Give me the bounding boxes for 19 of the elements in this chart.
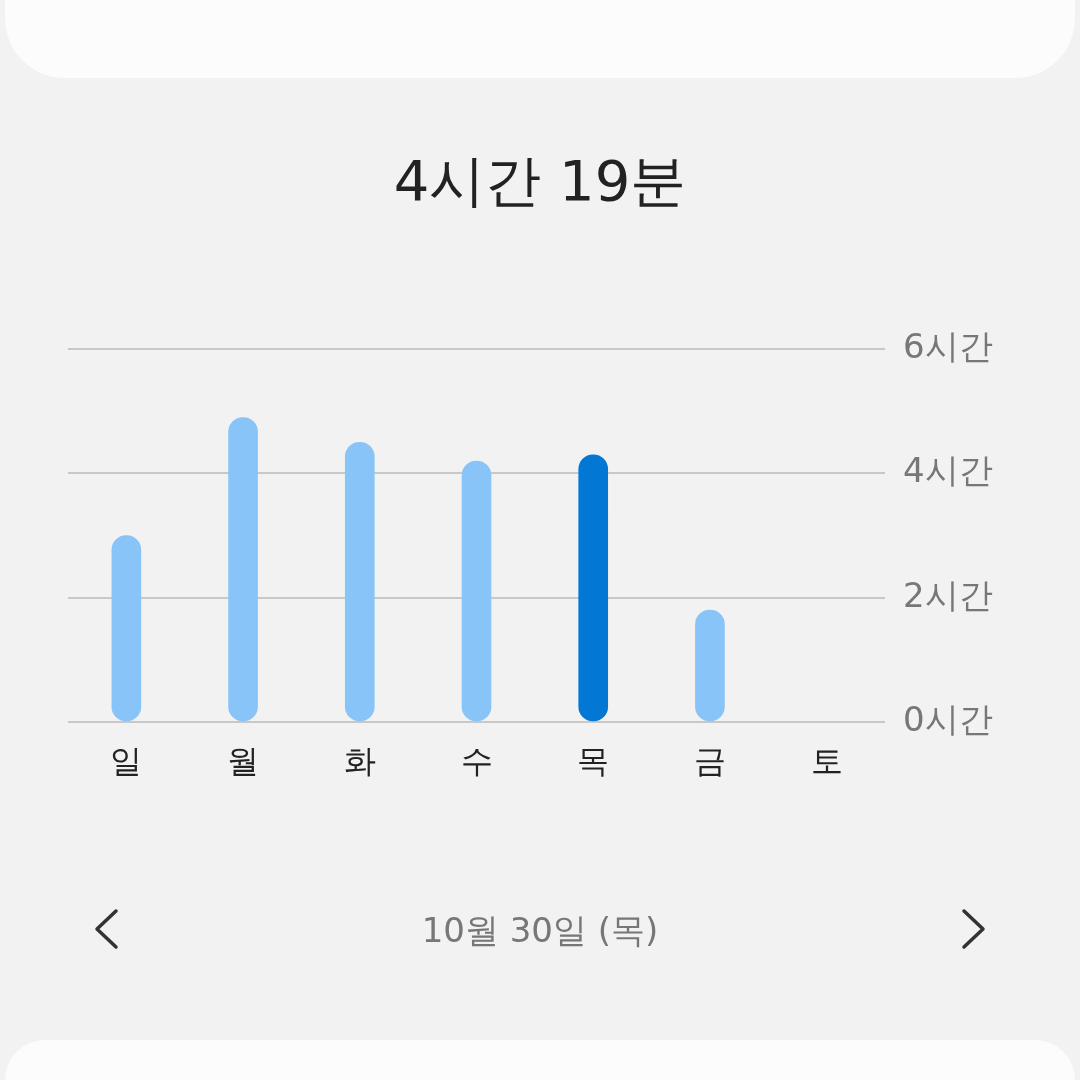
bar <box>578 454 609 722</box>
bar <box>461 460 492 722</box>
x-tick-label: 목 <box>577 741 610 780</box>
x-tick-label: 수 <box>460 741 493 780</box>
x-tick-label: 토 <box>810 741 843 780</box>
y-tick-label: 4시간 <box>903 450 993 491</box>
x-tick-label: 월 <box>227 741 260 780</box>
bar <box>344 442 375 722</box>
bar <box>695 609 725 722</box>
text: 10월 30일 (목) <box>420 909 660 952</box>
bar <box>228 417 258 722</box>
y-tick-label: 6시간 <box>903 326 993 367</box>
chart-title: 4시간 19분 <box>393 148 687 214</box>
y-tick-label: 2시간 <box>903 574 993 615</box>
bar <box>111 535 142 722</box>
x-tick-label: 화 <box>343 741 376 780</box>
x-tick-label: 일 <box>110 741 143 780</box>
y-tick-label: 0시간 <box>903 698 993 739</box>
x-tick-label: 금 <box>693 741 726 780</box>
